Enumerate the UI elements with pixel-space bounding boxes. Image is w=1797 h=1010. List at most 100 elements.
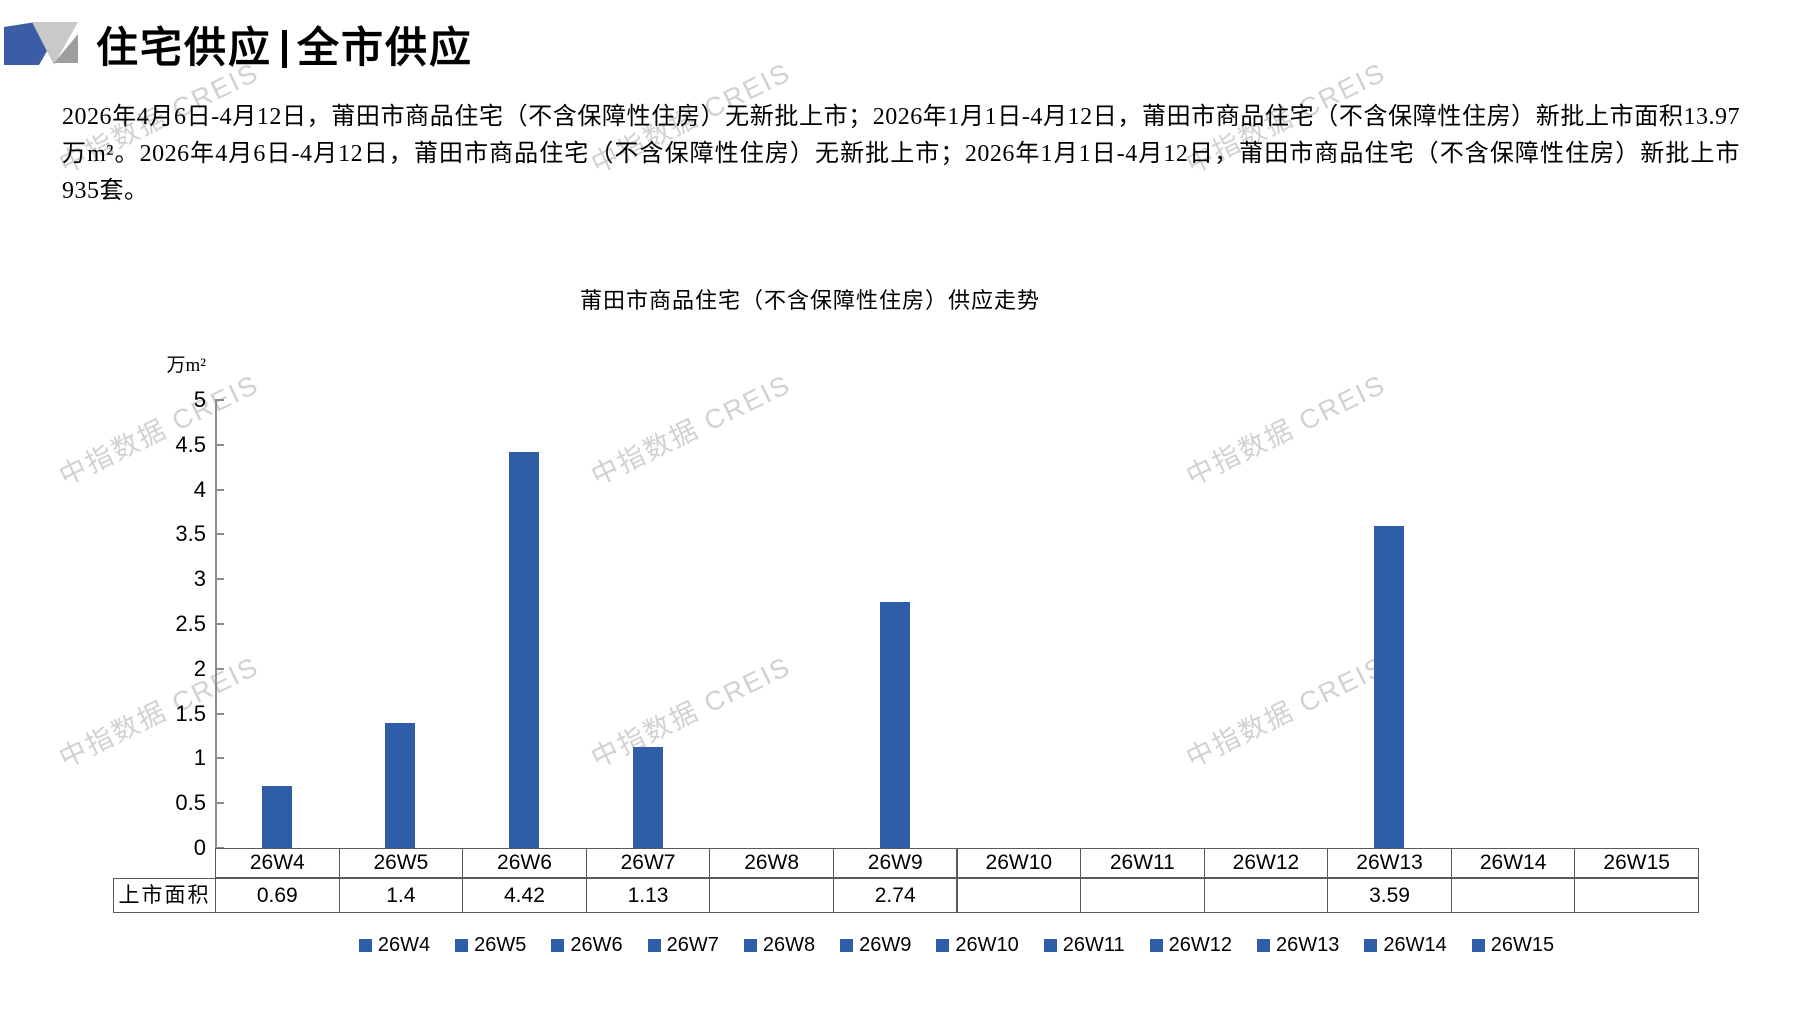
title-divider xyxy=(282,30,288,68)
value-cell: 2.74 xyxy=(832,878,958,913)
value-cell: 3.59 xyxy=(1327,878,1452,913)
value-cell xyxy=(709,878,834,913)
legend-label: 26W13 xyxy=(1276,934,1340,956)
legend-item: 26W15 xyxy=(1471,934,1555,957)
y-axis-tick-label: 1.5 xyxy=(175,700,206,726)
y-axis-tick xyxy=(215,399,224,401)
y-axis-tick-label: 2 xyxy=(193,655,206,681)
legend-item: 26W14 xyxy=(1364,934,1447,957)
legend-label: 26W4 xyxy=(377,934,431,956)
bar-26W7 xyxy=(632,746,663,848)
bar-26W6 xyxy=(508,451,539,848)
legend-label: 26W12 xyxy=(1168,934,1232,956)
y-axis-tick-label: 0 xyxy=(193,835,206,860)
page-title-right: 全市供应 xyxy=(297,26,474,72)
legend-swatch-icon xyxy=(358,939,372,952)
week-header-cell: 26W9 xyxy=(832,848,958,878)
legend-item: 26W13 xyxy=(1257,934,1339,957)
legend-swatch-icon xyxy=(1149,939,1163,952)
watermark-text: 中指数据 CREIS xyxy=(54,368,264,492)
value-cell: 4.42 xyxy=(462,878,587,913)
legend-item: 26W12 xyxy=(1149,934,1232,957)
legend-item: 26W8 xyxy=(743,934,816,957)
value-cell xyxy=(956,878,1082,913)
week-header-cell: 26W11 xyxy=(1080,848,1205,878)
bar-26W13 xyxy=(1374,526,1405,848)
week-header-cell: 26W6 xyxy=(462,848,587,878)
bar-26W9 xyxy=(879,602,910,848)
y-axis-tick-label: 3 xyxy=(193,566,206,592)
watermark-text: 中指数据 CREIS xyxy=(1181,650,1391,774)
value-cell: 1.13 xyxy=(585,878,711,913)
chart-title: 莆田市商品住宅（不含保障性住房）供应走势 xyxy=(579,288,1040,313)
legend-label: 26W10 xyxy=(955,934,1019,956)
y-axis-tick xyxy=(215,443,224,446)
watermark-text: 中指数据 CREIS xyxy=(586,650,796,774)
watermark-text: 中指数据 CREIS xyxy=(1181,368,1391,492)
week-header-cell: 26W14 xyxy=(1450,848,1576,878)
legend-item: 26W9 xyxy=(840,934,911,957)
value-cell xyxy=(1574,878,1699,913)
week-header-cell: 26W4 xyxy=(215,848,340,878)
y-axis-tick-label: 4.5 xyxy=(175,431,206,457)
legend-swatch-icon xyxy=(1043,939,1057,952)
y-axis-unit-label: 万m² xyxy=(166,355,206,376)
legend-item: 26W6 xyxy=(551,934,623,957)
y-axis-tick-label: 1 xyxy=(193,745,206,771)
legend-swatch-icon xyxy=(840,939,854,952)
legend-item: 26W11 xyxy=(1043,934,1125,957)
y-axis-tick xyxy=(215,667,224,670)
y-axis-tick-label: 4 xyxy=(193,476,206,502)
page-title-left: 住宅供应 xyxy=(96,26,273,72)
y-axis-tick xyxy=(215,712,224,715)
y-axis-tick-label: 3.5 xyxy=(175,521,206,547)
legend-swatch-icon xyxy=(936,939,950,952)
legend-label: 26W7 xyxy=(666,934,719,956)
legend-swatch-icon xyxy=(455,939,469,952)
legend-item: 26W5 xyxy=(455,934,526,957)
bar-26W5 xyxy=(385,722,416,848)
value-cell xyxy=(1450,878,1576,913)
legend-swatch-icon xyxy=(1364,939,1378,952)
legend-label: 26W6 xyxy=(570,934,623,956)
legend-swatch-icon xyxy=(647,939,661,952)
summary-paragraph: 2026年4月6日-4月12日，莆田市商品住宅（不含保障性住房）无新批上市；20… xyxy=(62,104,1740,204)
legend-label: 26W8 xyxy=(762,934,816,956)
week-header-cell: 26W8 xyxy=(709,848,834,878)
y-axis-tick xyxy=(215,488,224,491)
week-header-cell: 26W13 xyxy=(1327,848,1452,878)
y-axis-tick xyxy=(215,757,224,760)
week-header-cell: 26W15 xyxy=(1574,848,1699,878)
week-header-cell: 26W7 xyxy=(585,848,711,878)
value-cell xyxy=(1203,878,1329,913)
legend-swatch-icon xyxy=(1257,939,1270,952)
legend-label: 26W14 xyxy=(1383,934,1447,956)
legend-item: 26W4 xyxy=(358,934,431,957)
y-axis-tick xyxy=(215,623,224,625)
y-axis-tick-label: 0.5 xyxy=(175,790,206,816)
value-cell: 0.69 xyxy=(215,878,340,913)
y-axis-tick-label: 5 xyxy=(193,387,206,412)
legend-label: 26W9 xyxy=(859,934,912,956)
creis-logo-icon xyxy=(4,22,80,71)
value-cell xyxy=(1080,878,1205,913)
legend-label: 26W5 xyxy=(474,934,527,956)
y-axis-tick xyxy=(215,578,224,581)
y-axis-tick-label: 2.5 xyxy=(175,611,206,636)
legend-swatch-icon xyxy=(743,939,757,952)
legend-swatch-icon xyxy=(1471,939,1485,952)
legend-item: 26W10 xyxy=(936,934,1019,957)
week-header-cell: 26W10 xyxy=(956,848,1082,878)
legend-swatch-icon xyxy=(551,939,565,952)
table-row-header: 上市面积 xyxy=(113,878,216,913)
y-axis-tick xyxy=(215,802,224,805)
page-title: 住宅供应 全市供应 xyxy=(96,14,473,75)
watermark-text: 中指数据 CREIS xyxy=(586,368,796,492)
legend-item: 26W7 xyxy=(647,934,719,957)
legend-label: 26W11 xyxy=(1062,934,1125,956)
legend-label: 26W15 xyxy=(1490,934,1555,956)
week-header-cell: 26W5 xyxy=(338,848,464,878)
chart-legend: 26W4 26W5 26W6 26W7 26W8 26W9 26W10 26W1… xyxy=(215,934,1698,957)
value-cell: 1.4 xyxy=(338,878,464,913)
